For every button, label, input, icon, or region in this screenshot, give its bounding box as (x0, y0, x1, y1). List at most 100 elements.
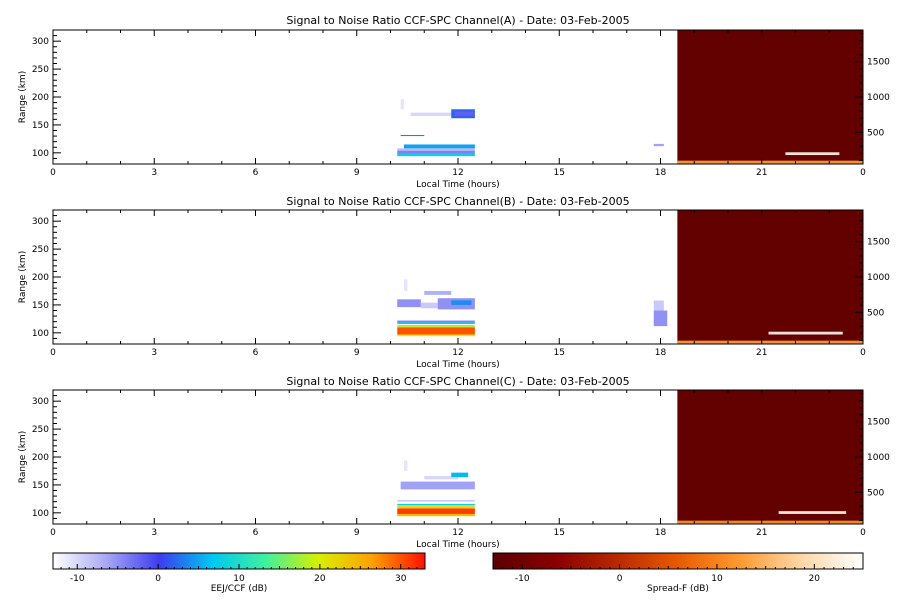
right-y-tick-label: 1500 (867, 238, 890, 248)
x-axis-label: Local Time (hours) (416, 180, 499, 190)
eej-echo (397, 299, 421, 308)
x-tick-label: 6 (253, 348, 259, 358)
y-tick-label: 300 (32, 37, 49, 47)
eej-echo (451, 472, 469, 478)
spread-f-echo (677, 340, 863, 344)
right-y-tick-label: 500 (867, 308, 884, 318)
eej-echo (404, 460, 408, 471)
y-tick-label: 100 (32, 509, 49, 519)
x-tick-label: 0 (860, 528, 866, 538)
x-tick-label: 21 (756, 348, 767, 358)
chart-title: Signal to Noise Ratio CCF-SPC Channel(C)… (286, 375, 629, 388)
x-tick-label: 12 (452, 348, 463, 358)
spread-f-echo (677, 160, 863, 164)
plot-frame (52, 389, 864, 525)
y-tick-label: 200 (32, 93, 49, 103)
x-tick-label: 15 (554, 528, 565, 538)
y-tick-label: 150 (32, 481, 49, 491)
x-tick-label: 6 (253, 168, 259, 178)
x-tick-label: 0 (50, 528, 56, 538)
panel-a: Signal to Noise Ratio CCF-SPC Channel(A)… (18, 14, 890, 190)
x-tick-label: 18 (655, 168, 667, 178)
colorbar-tick-label: 20 (809, 574, 821, 584)
spread-f-region (677, 30, 863, 164)
colorbar-tick-label: 0 (155, 574, 161, 584)
colorbar-tick-label: 10 (233, 574, 245, 584)
right-y-tick-label: 1500 (867, 418, 890, 428)
x-tick-label: 9 (354, 168, 360, 178)
eej-echo (400, 99, 404, 110)
eej-echo (397, 150, 475, 154)
eej-echo (653, 300, 664, 311)
eej-echo (397, 503, 475, 506)
y-tick-label: 150 (32, 121, 49, 131)
eej-echo (397, 327, 475, 335)
colorbar-tick-label: 0 (617, 574, 623, 584)
eej-echo (397, 320, 475, 323)
y-tick-label: 300 (32, 397, 49, 407)
colorbar-tick-label: 20 (314, 574, 326, 584)
eej-echo (397, 499, 475, 502)
plot-frame (52, 29, 864, 165)
x-tick-label: 21 (756, 528, 767, 538)
x-tick-label: 9 (354, 348, 360, 358)
y-tick-label: 200 (32, 273, 49, 283)
spread-f-echo (677, 520, 863, 524)
y-tick-label: 100 (32, 149, 49, 159)
right-y-tick-label: 500 (867, 488, 884, 498)
colorbar-tick-label: -10 (515, 574, 530, 584)
x-tick-label: 15 (554, 168, 565, 178)
eej-echo (397, 334, 475, 337)
colorbar-spread-f-label: Spread-F (dB) (647, 584, 709, 594)
right-y-tick-label: 1000 (867, 93, 890, 103)
eej-echo (397, 506, 475, 509)
y-axis-label: Range (km) (18, 431, 28, 483)
x-tick-label: 0 (50, 168, 56, 178)
eej-echo (424, 475, 458, 480)
eej-echo (397, 508, 475, 514)
eej-echo (653, 143, 664, 147)
chart-title: Signal to Noise Ratio CCF-SPC Channel(B)… (286, 195, 629, 208)
x-tick-label: 18 (655, 348, 667, 358)
panel-c: Signal to Noise Ratio CCF-SPC Channel(C)… (18, 375, 890, 550)
eej-echo (653, 310, 668, 327)
plot-frame (52, 209, 864, 345)
spread-f-region (677, 390, 863, 524)
y-tick-label: 250 (32, 245, 49, 255)
x-tick-label: 3 (151, 348, 157, 358)
y-tick-label: 250 (32, 65, 49, 75)
eej-echo (404, 144, 475, 149)
x-tick-label: 15 (554, 348, 565, 358)
y-axis-label: Range (km) (18, 251, 28, 303)
colorbar-eej-label: EEJ/CCF (dB) (211, 584, 268, 594)
right-y-tick-label: 1000 (867, 273, 890, 283)
y-tick-label: 300 (32, 217, 49, 227)
eej-echo (400, 134, 425, 137)
spread-f-echo (768, 331, 843, 335)
y-tick-label: 100 (32, 329, 49, 339)
x-axis-label: Local Time (hours) (416, 360, 499, 370)
x-tick-label: 0 (860, 348, 866, 358)
x-tick-label: 6 (253, 528, 259, 538)
x-tick-label: 3 (151, 528, 157, 538)
colorbar-spread-f: -10 0 10 20 Spread-F (dB) (492, 552, 864, 594)
x-tick-label: 0 (860, 168, 866, 178)
eej-echo (397, 322, 475, 324)
eej-echo (410, 112, 452, 116)
eej-echo (400, 481, 475, 490)
x-tick-label: 18 (655, 528, 667, 538)
y-tick-label: 150 (32, 301, 49, 311)
right-y-tick-label: 1000 (867, 453, 890, 463)
right-y-tick-label: 1500 (867, 58, 890, 68)
spread-f-echo (785, 152, 840, 156)
x-tick-label: 9 (354, 528, 360, 538)
colorbar-tick-label: 10 (711, 574, 723, 584)
eej-echo (397, 148, 475, 151)
spread-f-region (677, 210, 863, 344)
eej-echo (420, 302, 438, 309)
eej-echo (404, 279, 408, 291)
colorbar-tick-label: -10 (70, 574, 85, 584)
y-tick-label: 250 (32, 425, 49, 435)
eej-echo (454, 111, 475, 116)
